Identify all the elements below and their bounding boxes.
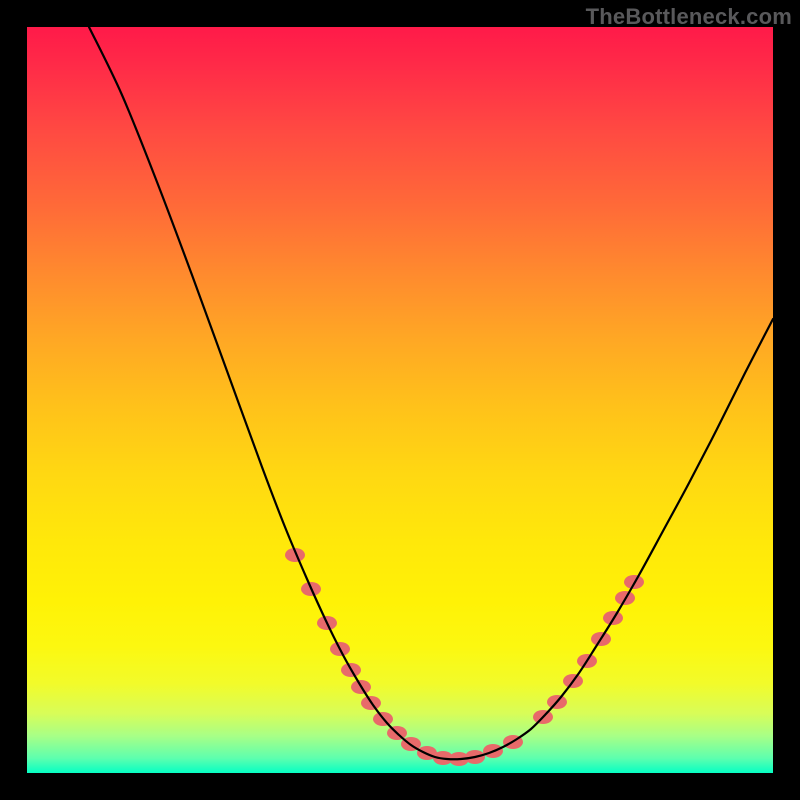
watermark-text: TheBottleneck.com <box>586 4 792 30</box>
bottleneck-curve <box>89 27 773 759</box>
chart-frame: TheBottleneck.com <box>0 0 800 800</box>
chart-svg <box>27 27 773 773</box>
plot-area <box>27 27 773 773</box>
